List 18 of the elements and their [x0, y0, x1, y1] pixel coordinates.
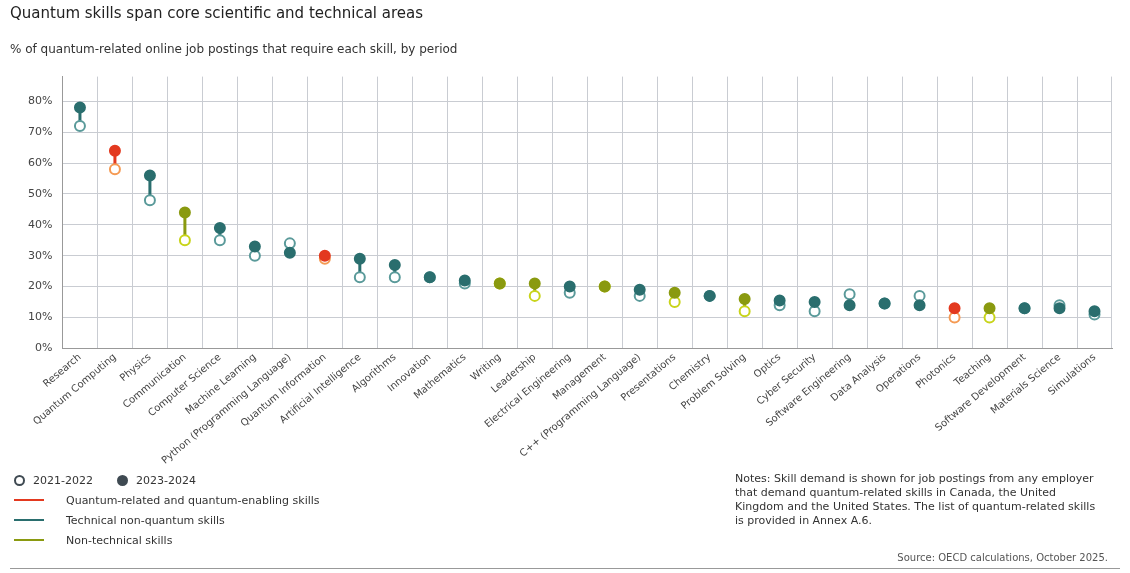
y-tick-label: 20% — [28, 279, 53, 293]
legend-label: Technical non-quantum skills — [66, 513, 225, 527]
y-tick-label: 0% — [35, 341, 53, 355]
y-tick-label: 70% — [28, 125, 53, 139]
source-note: Source: OECD calculations, October 2025. — [897, 552, 1108, 563]
y-tick-label: 10% — [28, 310, 53, 324]
y-tick-label: 80% — [28, 94, 53, 108]
text: 2021-2022 — [33, 473, 93, 487]
legend-label: Non-technical skills — [66, 533, 173, 547]
y-tick-label: 60% — [28, 155, 53, 169]
chart-title: Quantum skills span core scientific and technical areas — [10, 4, 424, 22]
y-tick-label: 30% — [28, 248, 53, 262]
text: Notes: Skill demand is shown for job postings from any employer that demand quantum-related skills in Canada, the United Kingdom and the United States. The list of quantum-related skills is provided in Annex A.6. — [735, 472, 1097, 528]
legend-label: Quantum-related and quantum-enabling skills — [66, 493, 320, 507]
y-tick-label: 50% — [28, 186, 53, 200]
text: 2023-2024 — [135, 473, 196, 487]
chart-subtitle: % of quantum-related online job postings that require each skill, by period — [10, 42, 458, 56]
y-tick-label: 40% — [28, 217, 53, 231]
